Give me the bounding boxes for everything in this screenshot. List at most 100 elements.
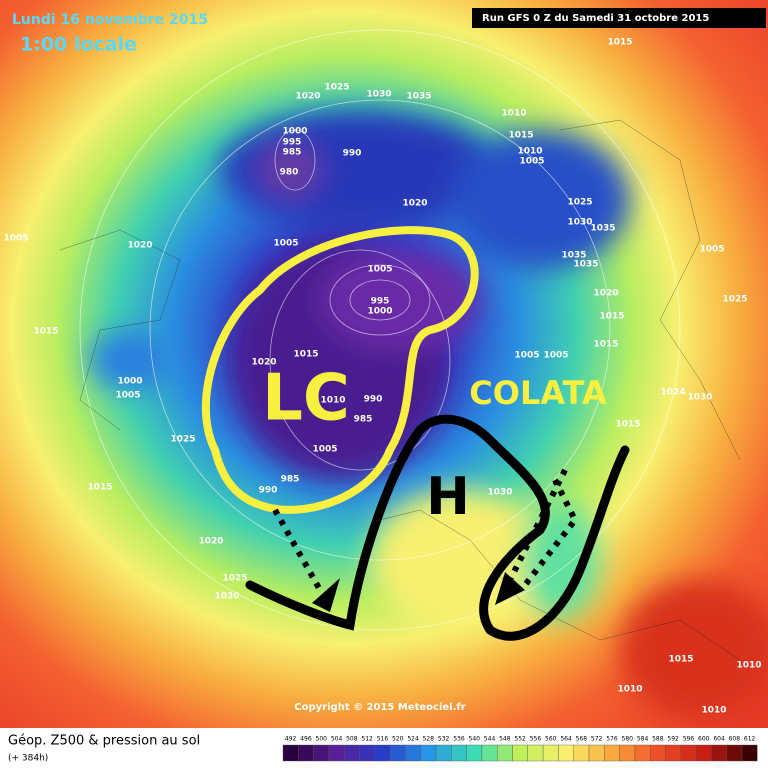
flow-arrows (272, 468, 579, 592)
scale-swatch (711, 744, 727, 762)
pressure-label: 1005 (312, 445, 337, 455)
scale-swatch (695, 744, 712, 762)
pressure-label: 1010 (736, 661, 761, 671)
pressure-label: 1015 (668, 655, 693, 665)
scale-swatch (665, 744, 682, 762)
scale-swatch (573, 744, 590, 762)
scale-label: 496 (300, 736, 312, 743)
pressure-label: 1035 (561, 251, 586, 261)
scale-label: 500 (316, 736, 328, 743)
scale-swatch (298, 744, 314, 762)
scale-swatch (619, 744, 636, 762)
scale-label: 564 (560, 736, 572, 743)
footer-lead: (+ 384h) (8, 754, 48, 764)
pressure-label: 1015 (593, 340, 618, 350)
pressure-label: 1005 (699, 245, 724, 255)
pressure-label: 1020 (198, 537, 223, 547)
scale-swatch (466, 744, 483, 762)
footer-title: Géop. Z500 & pression au sol (8, 734, 200, 749)
scale-label: 508 (346, 736, 358, 743)
scale-label: 568 (576, 736, 588, 743)
scale-swatch (588, 744, 605, 762)
scale-label: 584 (637, 736, 649, 743)
scale-swatch (328, 744, 345, 762)
low-contour (201, 226, 479, 514)
pressure-label: 985 (281, 475, 300, 485)
pressure-label: 1005 (3, 234, 28, 244)
pressure-label: 1010 (617, 685, 642, 695)
arrow-head (495, 572, 525, 605)
scale-swatch (726, 744, 743, 762)
scale-label: 556 (530, 736, 542, 743)
scale-label: 592 (667, 736, 679, 743)
pressure-label: 1000 (367, 307, 392, 317)
pressure-label: 1005 (115, 391, 140, 401)
scale-swatch (527, 744, 544, 762)
time: 1:00 locale (20, 34, 137, 56)
pressure-label: 1030 (366, 90, 391, 100)
pressure-label: 1020 (295, 92, 320, 102)
scale-label: 532 (438, 736, 450, 743)
scale-label: 552 (514, 736, 526, 743)
pressure-label: 1035 (406, 92, 431, 102)
pressure-label: 985 (283, 148, 302, 158)
scale-label: 596 (683, 736, 695, 743)
scale-label: 536 (453, 736, 465, 743)
scale-label: 580 (622, 736, 634, 743)
annotation: COLATA (469, 374, 607, 412)
color-scale: 492 496 500 504 508 512 516 520 524 528 532 536 540 5… (282, 736, 758, 762)
scale-swatch (558, 744, 574, 762)
scale-label: 492 (285, 736, 297, 743)
scale-swatch (481, 744, 498, 762)
pressure-label: 1005 (273, 239, 298, 249)
scale-swatch (359, 744, 376, 762)
pressure-label: 1015 (87, 483, 112, 493)
pressure-labels: 1015 1020 1025 1030 1035 1010 1015 1010 1005 1000… (3, 38, 761, 716)
pressure-label: 1015 (607, 38, 632, 48)
scale-swatch (634, 744, 651, 762)
pressure-label: 1005 (514, 351, 539, 361)
pressure-label: 1015 (615, 420, 640, 430)
height-field (90, 110, 768, 720)
scale-swatch (741, 744, 758, 762)
pressure-label: 995 (283, 138, 302, 148)
pressure-label: 1015 (599, 312, 624, 322)
pressure-label: 1030 (214, 592, 239, 602)
pressure-label: 980 (280, 168, 299, 178)
scale-label: 576 (606, 736, 618, 743)
pressure-label: 1035 (590, 224, 615, 234)
scale-swatch (542, 744, 559, 762)
scale-swatch (604, 744, 620, 762)
arrow-head (312, 578, 340, 612)
pressure-label: 1035 (573, 260, 598, 270)
pressure-label: 1000 (117, 377, 142, 387)
pressure-label: 1020 (251, 358, 276, 368)
scale-swatch (650, 744, 666, 762)
pressure-label: 1005 (367, 265, 392, 275)
pressure-label: 1030 (687, 393, 712, 403)
pressure-label: 1015 (508, 131, 533, 141)
scale-label: 604 (713, 736, 725, 743)
pressure-label: 990 (364, 395, 383, 405)
scale-swatch (680, 744, 697, 762)
pressure-label: 985 (354, 415, 373, 425)
pressure-label: 1010 (501, 109, 526, 119)
scale-label: 520 (392, 736, 404, 743)
pressure-label: 995 (371, 297, 390, 307)
scale-swatch (512, 744, 529, 762)
run-box (472, 8, 766, 28)
scale-label: 600 (698, 736, 710, 743)
high-ridge (245, 414, 630, 641)
scale-label: 524 (407, 736, 419, 743)
scale-label: 504 (331, 736, 343, 743)
scale-swatch (374, 744, 391, 762)
pressure-label: 1025 (324, 83, 349, 93)
copyright: Copyright © 2015 Meteociel.fr (294, 702, 465, 713)
scale-label: 512 (361, 736, 373, 743)
scale-swatch (420, 744, 437, 762)
pressure-label: 990 (259, 486, 278, 496)
date: Lundi 16 novembre 2015 (12, 12, 208, 28)
coastlines (59, 119, 741, 661)
scale-label: 548 (499, 736, 511, 743)
